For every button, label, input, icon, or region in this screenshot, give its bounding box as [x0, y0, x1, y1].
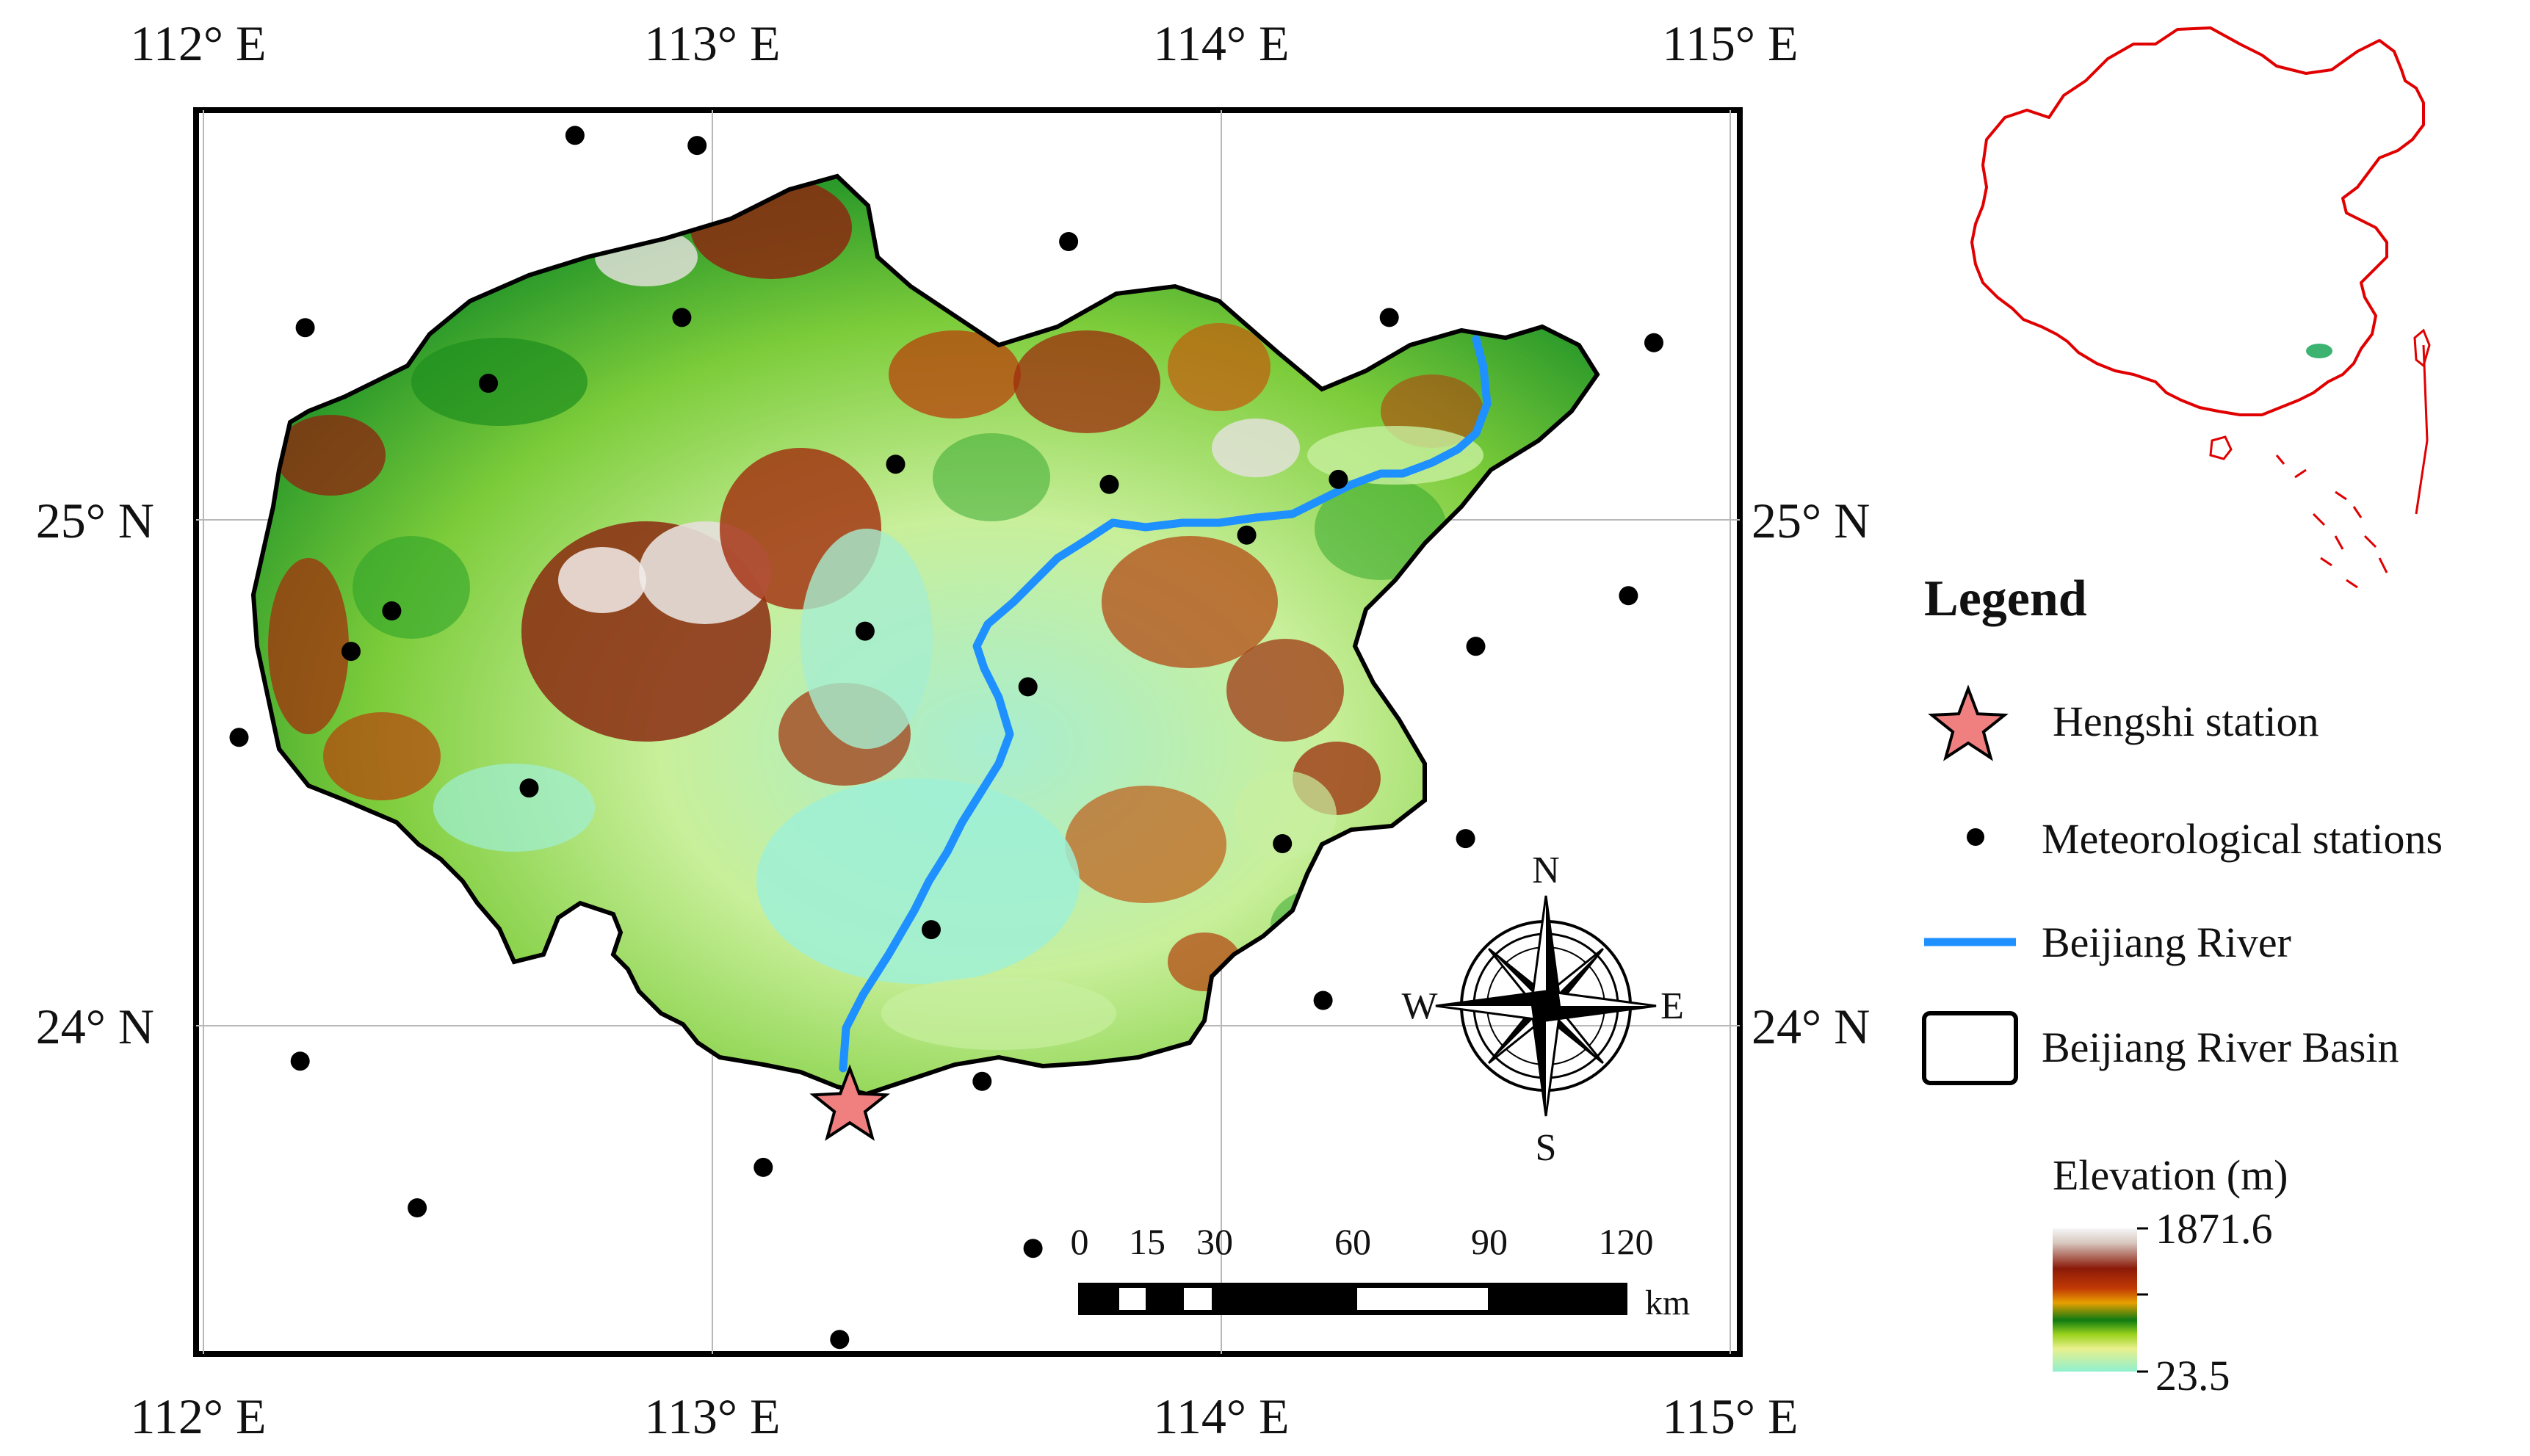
compass-e: E — [1660, 985, 1684, 1027]
hengshi-station-star — [809, 1064, 890, 1141]
legend-star-symbol — [1928, 684, 2009, 761]
station-dot-4 — [295, 318, 315, 338]
scale-bar: 0 15 30 60 90 120 km — [1071, 1221, 1691, 1322]
left-lat-25: 25° N — [36, 493, 154, 548]
station-dot-10 — [1099, 474, 1119, 494]
station-dot-12 — [1237, 525, 1257, 545]
station-dot-28 — [408, 1198, 427, 1217]
station-dot-19 — [229, 728, 249, 747]
right-lat-25: 25° N — [1752, 493, 1870, 548]
legend-basin-label: Beijiang River Basin — [2042, 1024, 2399, 1071]
station-dot-29 — [1023, 1239, 1043, 1258]
legend-dot-symbol — [1967, 828, 1984, 846]
bottom-lon-114: 114° E — [1153, 1388, 1289, 1444]
station-dot-18 — [1018, 677, 1038, 697]
station-dot-22 — [1273, 834, 1293, 853]
scale-tick-0: 0 — [1071, 1221, 1089, 1262]
station-dot-16 — [341, 642, 361, 662]
right-lat-24: 24° N — [1752, 999, 1870, 1054]
station-dot-25 — [290, 1051, 310, 1071]
scale-unit: km — [1645, 1283, 1690, 1322]
station-dot-5 — [672, 308, 692, 327]
station-dot-11 — [1329, 469, 1348, 489]
beijiang-river — [839, 335, 1492, 1073]
basin-boundary — [250, 173, 1600, 1097]
top-lon-114: 114° E — [1153, 15, 1289, 71]
terrain-relief — [268, 176, 1483, 1050]
bottom-lon-115: 115° E — [1662, 1388, 1798, 1444]
legend-title: Legend — [1924, 571, 2087, 627]
legend: Legend Hengshi station Meteorological st… — [1922, 571, 2443, 1399]
scale-tick-15: 15 — [1129, 1221, 1165, 1262]
station-dot-7 — [1644, 333, 1663, 352]
china-inset-map — [1970, 26, 2431, 589]
station-dot-24 — [1313, 990, 1333, 1010]
legend-hengshi-label: Hengshi station — [2053, 698, 2318, 745]
legend-basin-symbol — [1922, 1011, 2018, 1085]
beijiang-river-basin — [250, 173, 1600, 1097]
scale-tick-90: 90 — [1471, 1221, 1508, 1262]
station-dot-21 — [1456, 829, 1475, 849]
compass-rose: N S E W — [1401, 850, 1683, 1169]
compass-n: N — [1532, 850, 1560, 891]
bottom-lon-113: 113° E — [644, 1388, 780, 1444]
station-dot-27 — [753, 1157, 773, 1177]
scale-tick-60: 60 — [1334, 1221, 1371, 1262]
elevation-colorbar — [2053, 1228, 2137, 1372]
basin-location-marker — [2306, 344, 2332, 358]
scale-tick-120: 120 — [1599, 1221, 1654, 1262]
meteorological-stations — [229, 126, 1663, 1350]
station-dot-3 — [1059, 232, 1079, 251]
axis-labels: 112° E 113° E 114° E 115° E 112° E 113° … — [36, 15, 1871, 1444]
compass-w: W — [1401, 985, 1437, 1027]
station-dot-17 — [1466, 637, 1486, 656]
station-dot-8 — [479, 374, 499, 393]
elevation-min: 23.5 — [2155, 1352, 2230, 1399]
station-dot-15 — [855, 621, 875, 641]
south-sea-islands — [2275, 344, 2429, 589]
top-lon-115: 115° E — [1662, 15, 1798, 71]
station-dot-20 — [519, 778, 539, 798]
left-lat-24: 24° N — [36, 999, 154, 1054]
elevation-title: Elevation (m) — [2053, 1151, 2288, 1199]
legend-river-label: Beijiang River — [2042, 919, 2291, 966]
station-dot-6 — [1379, 308, 1399, 327]
station-dot-23 — [922, 920, 941, 940]
bottom-lon-112: 112° E — [130, 1388, 266, 1444]
elevation-max: 1871.6 — [2155, 1205, 2273, 1253]
china-outline — [1970, 26, 2425, 416]
station-dot-26 — [972, 1071, 992, 1091]
scale-tick-30: 30 — [1196, 1221, 1233, 1262]
station-dot-9 — [886, 454, 906, 474]
station-dot-14 — [382, 601, 402, 620]
taiwan-island — [2413, 328, 2431, 368]
compass-s: S — [1536, 1127, 1557, 1169]
station-dot-30 — [830, 1330, 850, 1350]
top-lon-112: 112° E — [130, 15, 266, 71]
top-lon-113: 113° E — [644, 15, 780, 71]
legend-met-label: Meteorological stations — [2042, 815, 2443, 863]
hengshi-star — [809, 1064, 890, 1141]
station-dot-2 — [687, 136, 707, 156]
station-dot-13 — [1619, 586, 1638, 606]
station-dot-1 — [565, 126, 585, 145]
hainan-island — [2209, 435, 2233, 460]
